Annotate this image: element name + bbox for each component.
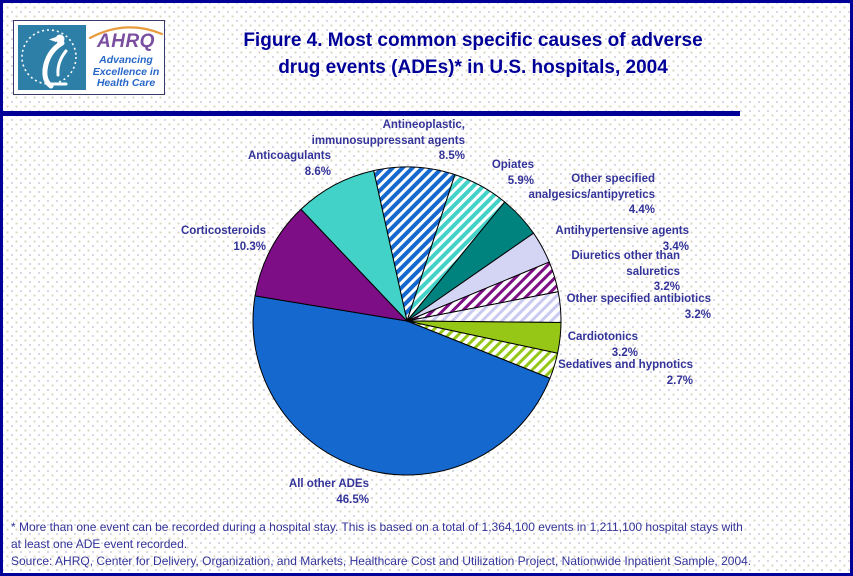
label-antineoplastic: Antineoplastic, immunosuppressant agents… bbox=[235, 118, 465, 165]
label-cardiotonics: Cardiotonics 3.2% bbox=[408, 330, 638, 361]
label-line: Other specified bbox=[571, 173, 655, 185]
source-line: Source: AHRQ, Center for Delivery, Organ… bbox=[11, 554, 752, 568]
pie-chart bbox=[249, 163, 565, 479]
label-line: Antineoplastic, bbox=[382, 119, 465, 131]
label-line: 3.2% bbox=[611, 346, 638, 359]
header-divider bbox=[3, 111, 740, 116]
label-line: 8.5% bbox=[438, 150, 465, 162]
ahrq-wordmark: AHRQ bbox=[97, 31, 155, 52]
figure-title: Figure 4. Most common specific causes of… bbox=[153, 27, 793, 81]
label-line: 3.2% bbox=[684, 308, 711, 321]
label-line: analgesics/antipyretics bbox=[528, 188, 655, 201]
label-line: 3.2% bbox=[653, 281, 680, 293]
label-line: 10.3% bbox=[233, 240, 266, 253]
tagline-line: Advancing bbox=[99, 54, 153, 66]
label-line: Anticoagulants bbox=[247, 150, 331, 162]
label-corticosteroids: Corticosteroids 10.3% bbox=[36, 224, 266, 255]
pie-slice-all-other-ades bbox=[252, 295, 551, 476]
hhs-seal bbox=[18, 25, 86, 90]
label-line: immunosuppressant agents bbox=[311, 134, 465, 147]
label-antibiotics: Other specified antibiotics 3.2% bbox=[481, 292, 711, 323]
ahrq-arc-icon bbox=[88, 26, 164, 39]
footnote-line: at least one ADE event recorded. bbox=[11, 537, 188, 551]
label-line: saluretics bbox=[626, 265, 680, 278]
hhs-ahrq-logo: AHRQ Advancing Excellence in Health Care bbox=[13, 20, 165, 95]
label-line: Sedatives and hypnotics bbox=[558, 359, 693, 371]
label-line: 46.5% bbox=[336, 493, 369, 506]
pie-slice-anticoagulants bbox=[300, 170, 408, 323]
label-all-other-ades: All other ADEs 46.5% bbox=[139, 477, 369, 508]
source-note: Source: AHRQ, Center for Delivery, Organ… bbox=[11, 553, 850, 570]
label-line: 3.4% bbox=[662, 240, 689, 253]
footnote-line: * More than one event can be recorded du… bbox=[11, 520, 743, 534]
label-line: Cardiotonics bbox=[567, 331, 638, 343]
label-line: Other specified antibiotics bbox=[566, 293, 711, 305]
label-line: Antihypertensive agents bbox=[555, 225, 689, 237]
title-line: Figure 4. Most common specific causes of… bbox=[243, 30, 703, 51]
label-line: 5.9% bbox=[507, 174, 534, 187]
label-diuretics: Diuretics other than saluretics 3.2% bbox=[450, 249, 680, 296]
label-sedatives: Sedatives and hypnotics 2.7% bbox=[463, 358, 693, 389]
ahrq-tagline: Advancing Excellence in Health Care bbox=[90, 54, 162, 90]
hhs-eagle-icon bbox=[21, 29, 77, 89]
label-line: 2.7% bbox=[666, 374, 693, 387]
label-analgesics: Other specified analgesics/antipyretics … bbox=[425, 172, 655, 219]
label-line: Corticosteroids bbox=[181, 225, 266, 237]
tagline-line: Excellence in bbox=[92, 65, 160, 78]
label-line: All other ADEs bbox=[288, 478, 369, 490]
label-line: 8.6% bbox=[304, 165, 331, 178]
pie-slice-corticosteroids bbox=[254, 208, 409, 322]
label-antihypertensive: Antihypertensive agents 3.4% bbox=[459, 224, 689, 255]
label-anticoagulants: Anticoagulants 8.6% bbox=[101, 149, 331, 180]
label-line: Opiates bbox=[491, 159, 534, 171]
label-line: 4.4% bbox=[628, 204, 655, 216]
pie-svg bbox=[252, 166, 562, 476]
footnote: * More than one event can be recorded du… bbox=[11, 519, 850, 553]
title-line: drug events (ADEs)* in U.S. hospitals, 2… bbox=[278, 57, 668, 78]
tagline-line: Health Care bbox=[96, 77, 156, 89]
ahrq-wordmark-block: AHRQ Advancing Excellence in Health Care bbox=[88, 23, 164, 93]
label-opiates: Opiates 5.9% bbox=[304, 158, 534, 189]
label-line: Diuretics other than bbox=[571, 250, 680, 262]
